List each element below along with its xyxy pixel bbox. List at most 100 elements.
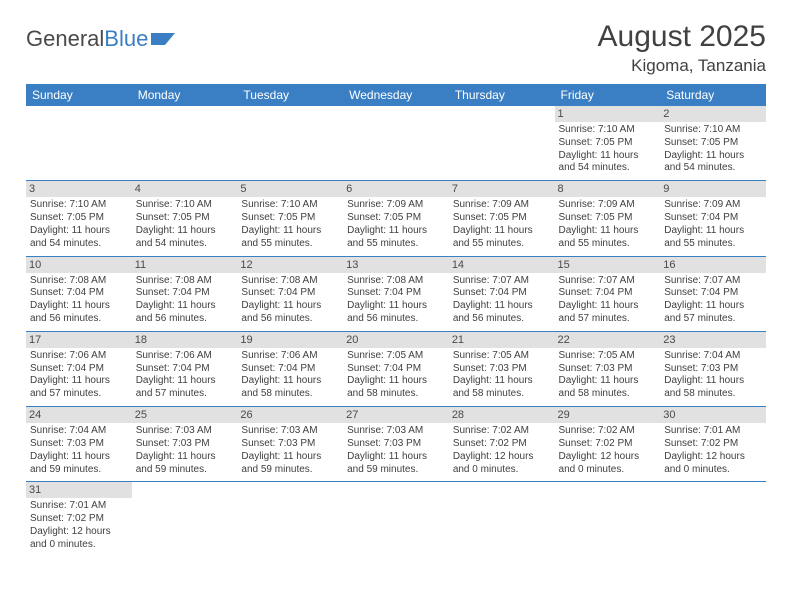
- day-number: 25: [132, 407, 238, 423]
- daylight-line: Daylight: 11 hours and 59 minutes.: [136, 451, 234, 477]
- daylight-line: Daylight: 11 hours and 57 minutes.: [30, 375, 128, 401]
- calendar-day-cell: 1Sunrise: 7:10 AMSunset: 7:05 PMDaylight…: [555, 106, 661, 181]
- calendar-day-cell: 26Sunrise: 7:03 AMSunset: 7:03 PMDayligh…: [237, 407, 343, 482]
- sunset-line: Sunset: 7:05 PM: [559, 212, 657, 225]
- calendar-week-row: 3Sunrise: 7:10 AMSunset: 7:05 PMDaylight…: [26, 181, 766, 256]
- daylight-line: Daylight: 12 hours and 0 minutes.: [453, 451, 551, 477]
- calendar-day-cell: 10Sunrise: 7:08 AMSunset: 7:04 PMDayligh…: [26, 256, 132, 331]
- sunrise-line: Sunrise: 7:07 AM: [664, 275, 762, 288]
- calendar-day-cell: 11Sunrise: 7:08 AMSunset: 7:04 PMDayligh…: [132, 256, 238, 331]
- sunrise-line: Sunrise: 7:03 AM: [241, 425, 339, 438]
- sunset-line: Sunset: 7:05 PM: [241, 212, 339, 225]
- daylight-line: Daylight: 11 hours and 56 minutes.: [347, 300, 445, 326]
- day-number: 12: [237, 257, 343, 273]
- calendar-day-cell: 25Sunrise: 7:03 AMSunset: 7:03 PMDayligh…: [132, 407, 238, 482]
- calendar-day-cell: 13Sunrise: 7:08 AMSunset: 7:04 PMDayligh…: [343, 256, 449, 331]
- calendar-day-cell: [237, 106, 343, 181]
- sunset-line: Sunset: 7:04 PM: [347, 287, 445, 300]
- day-number: 30: [660, 407, 766, 423]
- sunset-line: Sunset: 7:05 PM: [30, 212, 128, 225]
- day-number: 19: [237, 332, 343, 348]
- daylight-line: Daylight: 11 hours and 54 minutes.: [559, 150, 657, 176]
- day-number: 6: [343, 181, 449, 197]
- sunrise-line: Sunrise: 7:01 AM: [30, 500, 128, 513]
- calendar-day-cell: 31Sunrise: 7:01 AMSunset: 7:02 PMDayligh…: [26, 482, 132, 557]
- calendar-day-cell: [237, 482, 343, 557]
- sunset-line: Sunset: 7:03 PM: [664, 363, 762, 376]
- calendar-day-cell: 28Sunrise: 7:02 AMSunset: 7:02 PMDayligh…: [449, 407, 555, 482]
- weekday-header: SundayMondayTuesdayWednesdayThursdayFrid…: [26, 84, 766, 106]
- calendar-day-cell: 15 Sunrise: 7:07 AMSunset: 7:04 PMDayligh…: [555, 256, 661, 331]
- day-number: 20: [343, 332, 449, 348]
- sunrise-line: Sunrise: 7:07 AM: [559, 275, 657, 288]
- calendar-day-cell: 9Sunrise: 7:09 AMSunset: 7:04 PMDaylight…: [660, 181, 766, 256]
- sunset-line: Sunset: 7:05 PM: [559, 137, 657, 150]
- day-number: 23: [660, 332, 766, 348]
- day-number: 4: [132, 181, 238, 197]
- calendar-day-cell: 2Sunrise: 7:10 AMSunset: 7:05 PMDaylight…: [660, 106, 766, 181]
- sunrise-line: Sunrise: 7:08 AM: [136, 275, 234, 288]
- day-number: 18: [132, 332, 238, 348]
- sunrise-line: Sunrise: 7:01 AM: [664, 425, 762, 438]
- sunrise-line: Sunrise: 7:08 AM: [347, 275, 445, 288]
- sunset-line: Sunset: 7:03 PM: [30, 438, 128, 451]
- calendar-day-cell: [132, 106, 238, 181]
- day-number: 15: [555, 257, 661, 273]
- calendar-day-cell: 5 Sunrise: 7:10 AMSunset: 7:05 PMDaylight…: [237, 181, 343, 256]
- sunset-line: Sunset: 7:04 PM: [664, 212, 762, 225]
- sunset-line: Sunset: 7:03 PM: [559, 363, 657, 376]
- sunrise-line: Sunrise: 7:06 AM: [136, 350, 234, 363]
- day-number: 24: [26, 407, 132, 423]
- day-number: 26: [237, 407, 343, 423]
- weekday-header-cell: Friday: [555, 84, 661, 106]
- weekday-header-cell: Wednesday: [343, 84, 449, 106]
- day-number: 9: [660, 181, 766, 197]
- day-number: 2: [660, 106, 766, 122]
- day-number: 5: [237, 181, 343, 197]
- sunrise-line: Sunrise: 7:10 AM: [30, 199, 128, 212]
- sunrise-line: Sunrise: 7:05 AM: [559, 350, 657, 363]
- calendar-day-cell: [555, 482, 661, 557]
- calendar-week-row: 17Sunrise: 7:06 AMSunset: 7:04 PMDayligh…: [26, 331, 766, 406]
- calendar-day-cell: 3Sunrise: 7:10 AMSunset: 7:05 PMDaylight…: [26, 181, 132, 256]
- sunset-line: Sunset: 7:04 PM: [136, 287, 234, 300]
- sunset-line: Sunset: 7:02 PM: [559, 438, 657, 451]
- daylight-line: Daylight: 11 hours and 57 minutes.: [136, 375, 234, 401]
- header-row: GeneralBlue August 2025 Kigoma, Tanzania: [26, 20, 766, 76]
- logo: GeneralBlue: [26, 26, 177, 52]
- calendar-day-cell: 20Sunrise: 7:05 AMSunset: 7:04 PMDayligh…: [343, 331, 449, 406]
- weekday-header-cell: Monday: [132, 84, 238, 106]
- day-number: 7: [449, 181, 555, 197]
- day-number: 29: [555, 407, 661, 423]
- calendar-day-cell: [343, 482, 449, 557]
- daylight-line: Daylight: 11 hours and 59 minutes.: [347, 451, 445, 477]
- sunrise-line: Sunrise: 7:09 AM: [559, 199, 657, 212]
- sunrise-line: Sunrise: 7:02 AM: [453, 425, 551, 438]
- day-number: 14: [449, 257, 555, 273]
- sunset-line: Sunset: 7:05 PM: [347, 212, 445, 225]
- calendar-day-cell: 17Sunrise: 7:06 AMSunset: 7:04 PMDayligh…: [26, 331, 132, 406]
- calendar-day-cell: 18Sunrise: 7:06 AMSunset: 7:04 PMDayligh…: [132, 331, 238, 406]
- calendar-week-row: 10Sunrise: 7:08 AMSunset: 7:04 PMDayligh…: [26, 256, 766, 331]
- logo-text-1: General: [26, 26, 104, 52]
- sunset-line: Sunset: 7:02 PM: [30, 513, 128, 526]
- daylight-line: Daylight: 11 hours and 58 minutes.: [559, 375, 657, 401]
- calendar-day-cell: 7Sunrise: 7:09 AMSunset: 7:05 PMDaylight…: [449, 181, 555, 256]
- sunrise-line: Sunrise: 7:10 AM: [559, 124, 657, 137]
- sunrise-line: Sunrise: 7:03 AM: [347, 425, 445, 438]
- sunrise-line: Sunrise: 7:10 AM: [241, 199, 339, 212]
- daylight-line: Daylight: 11 hours and 59 minutes.: [30, 451, 128, 477]
- calendar-day-cell: 24Sunrise: 7:04 AMSunset: 7:03 PMDayligh…: [26, 407, 132, 482]
- sunset-line: Sunset: 7:04 PM: [559, 287, 657, 300]
- sunset-line: Sunset: 7:03 PM: [453, 363, 551, 376]
- calendar-week-row: 1Sunrise: 7:10 AMSunset: 7:05 PMDaylight…: [26, 106, 766, 181]
- calendar-day-cell: 19Sunrise: 7:06 AMSunset: 7:04 PMDayligh…: [237, 331, 343, 406]
- daylight-line: Daylight: 12 hours and 0 minutes.: [559, 451, 657, 477]
- day-number: 10: [26, 257, 132, 273]
- daylight-line: Daylight: 11 hours and 57 minutes.: [559, 300, 657, 326]
- sunrise-line: Sunrise: 7:03 AM: [136, 425, 234, 438]
- daylight-line: Daylight: 11 hours and 55 minutes.: [241, 225, 339, 251]
- daylight-line: Daylight: 11 hours and 55 minutes.: [347, 225, 445, 251]
- sunrise-line: Sunrise: 7:08 AM: [30, 275, 128, 288]
- day-number: 22: [555, 332, 661, 348]
